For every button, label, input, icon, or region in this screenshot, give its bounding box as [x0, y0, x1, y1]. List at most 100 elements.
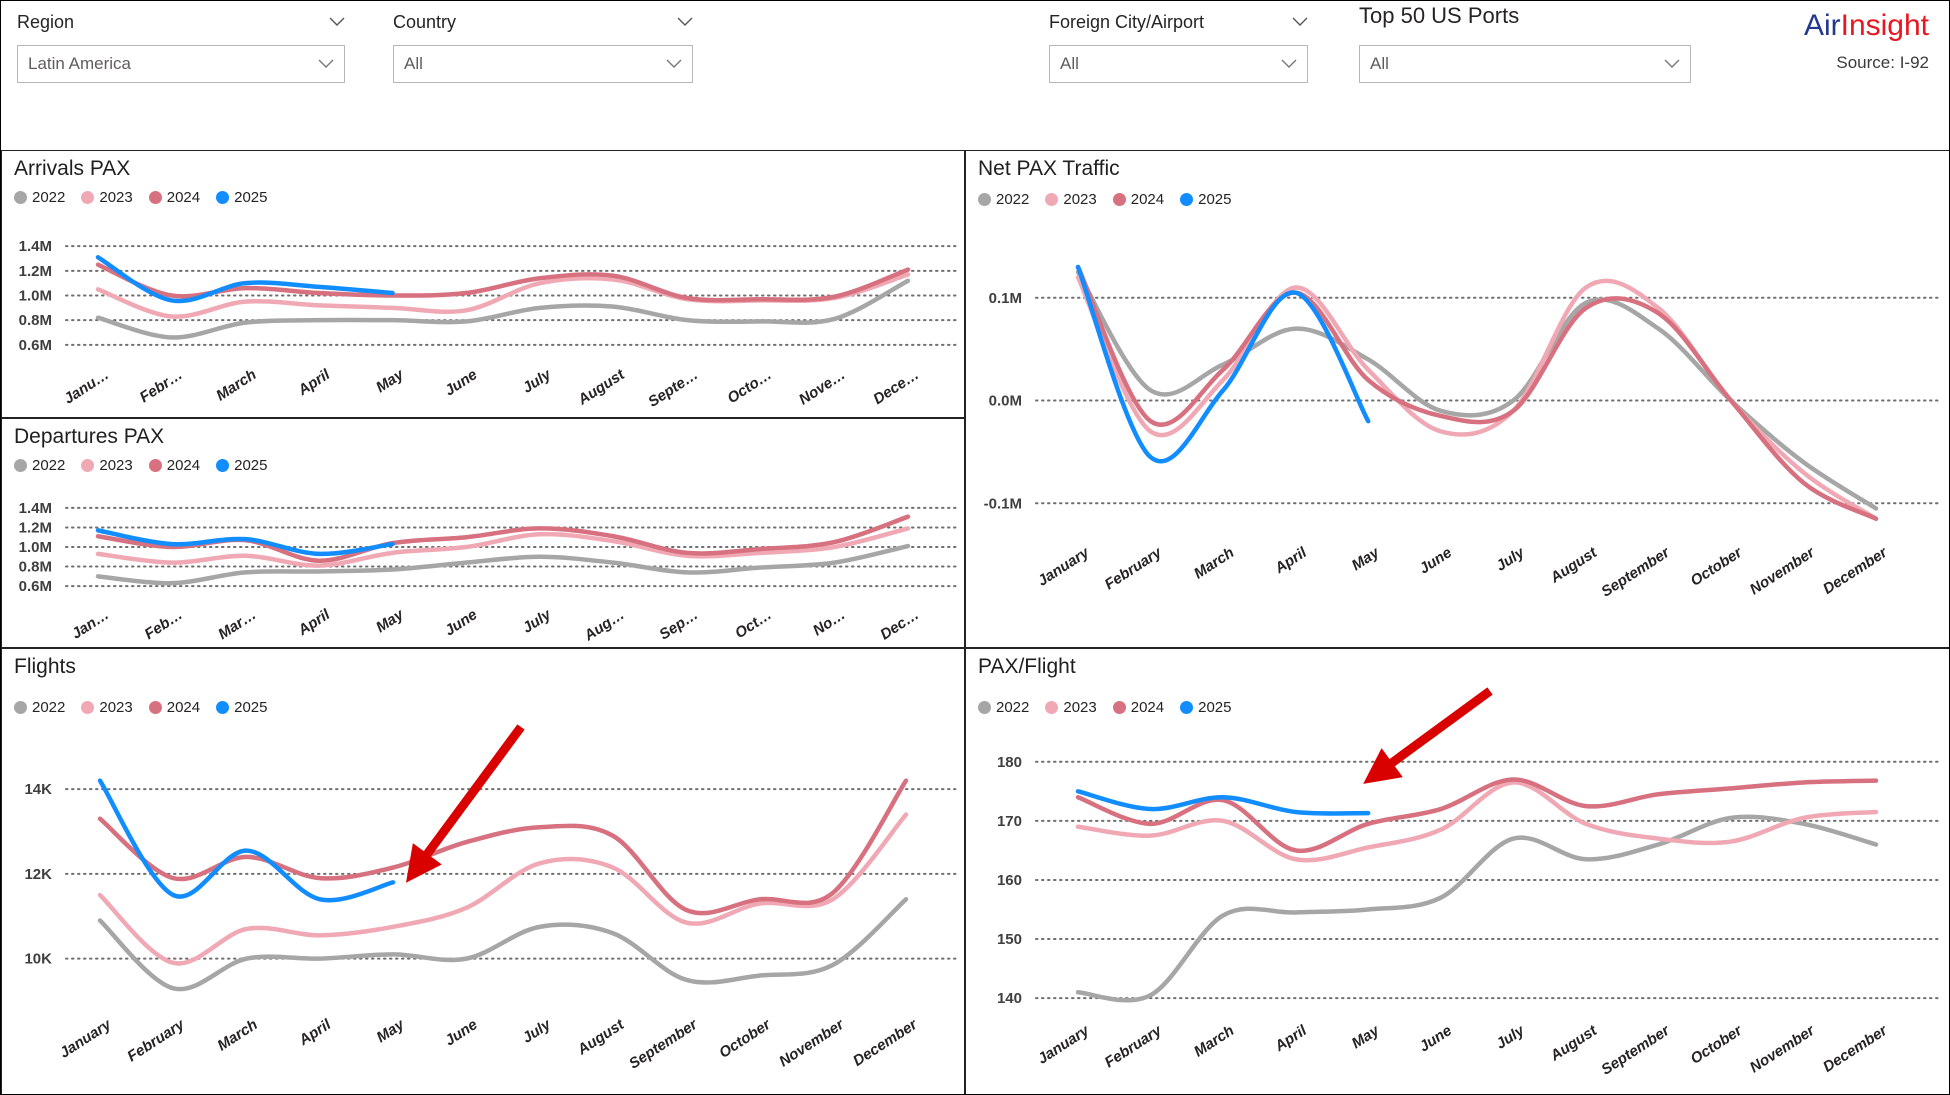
legend-label: 2022 — [32, 699, 66, 716]
legend-dot-2022 — [978, 701, 991, 714]
x-axis-tick-label: May — [374, 1016, 408, 1047]
panel-flights: Flights 2022 2023 2024 2025 14K 12K 10K Januar… — [1, 648, 965, 1095]
x-axis-tick-label: December — [1820, 1021, 1891, 1075]
legend-label: 2022 — [996, 699, 1030, 716]
series-line-2024[interactable] — [1075, 264, 1879, 521]
y-axis-tick-label: 14K — [24, 781, 52, 798]
legend-item-2023[interactable]: 2023 — [1045, 699, 1097, 716]
x-axis-tick-label: September — [626, 1015, 701, 1072]
legend: 2022 2023 2024 2025 — [978, 191, 1232, 208]
chart-arrivals-pax[interactable]: 1.4M 1.2M 1.0M 0.8M 0.6M Janu… Febr… March April… — [2, 224, 964, 417]
x-axis-tick-label: July — [519, 1016, 554, 1047]
legend-label: 2024 — [166, 457, 201, 474]
legend-item-2022[interactable]: 2022 — [14, 189, 65, 206]
x-axis-tick-label: Jan… — [69, 606, 113, 643]
x-axis-tick-label: Nove… — [796, 366, 849, 408]
legend-item-2024[interactable]: 2024 — [1112, 191, 1164, 208]
legend-label: 2023 — [99, 189, 133, 206]
legend-item-2024[interactable]: 2024 — [148, 699, 200, 716]
legend-item-2024[interactable]: 2024 — [1112, 699, 1164, 716]
series-line-2023[interactable] — [97, 812, 909, 966]
slicer-region-dropdown[interactable]: Latin America — [17, 45, 345, 83]
series-line-2025[interactable] — [95, 528, 395, 557]
legend-label: 2022 — [32, 189, 66, 206]
legend-item-2023[interactable]: 2023 — [1045, 191, 1097, 208]
x-axis-tick-label: November — [1747, 543, 1819, 598]
logo-part-1: Air — [1803, 9, 1841, 42]
x-axis-tick-label: February — [1102, 1022, 1166, 1072]
chart-flights[interactable]: 14K 12K 10K January February March April May Jun… — [2, 733, 964, 1095]
x-axis-tick-label: August — [1547, 544, 1601, 587]
y-axis-tick-label: 0.1M — [989, 290, 1022, 307]
legend: 2022 2023 2024 2025 — [14, 189, 268, 206]
series-line-2025[interactable] — [1075, 264, 1371, 464]
chevron-down-icon[interactable] — [329, 17, 345, 27]
x-axis-tick-label: November — [776, 1015, 848, 1070]
slicer-foreign-city-value: All — [1060, 54, 1079, 73]
legend-label: 2025 — [234, 457, 268, 474]
legend-item-2022[interactable]: 2022 — [978, 699, 1029, 716]
chart-net-pax-traffic[interactable]: 0.1M 0.0M -0.1M January February March April Ma… — [966, 231, 1950, 647]
series-line-2025[interactable] — [97, 778, 396, 903]
series-line-2022[interactable] — [97, 897, 909, 992]
y-axis-tick-label: 1.0M — [19, 288, 52, 305]
legend-item-2023[interactable]: 2023 — [81, 457, 133, 474]
slicer-country-header[interactable]: Country — [393, 7, 693, 37]
chevron-down-icon[interactable] — [1292, 17, 1308, 27]
y-axis-tick-label: 12K — [24, 866, 52, 883]
legend-item-2023[interactable]: 2023 — [81, 189, 133, 206]
x-axis-tick-label: January — [57, 1016, 115, 1062]
x-axis-tick-label: March — [213, 366, 259, 404]
slicer-foreign-city-header[interactable]: Foreign City/Airport — [1049, 7, 1308, 37]
x-axis-tick-label: September — [1598, 1021, 1673, 1078]
slicer-region-header[interactable]: Region — [17, 7, 345, 37]
x-axis-tick-label: August — [574, 366, 628, 409]
y-axis-tick-label: 160 — [997, 872, 1022, 889]
series-line-2024[interactable] — [97, 778, 909, 916]
legend-dot-2025 — [1180, 193, 1194, 206]
x-axis-tick-label: May — [373, 606, 407, 637]
series-line-2024[interactable] — [95, 262, 911, 303]
series-line-2022[interactable] — [1075, 269, 1879, 511]
series-line-2023[interactable] — [1075, 780, 1879, 863]
x-axis-tick-label: Janu… — [61, 366, 112, 407]
legend-item-2025[interactable]: 2025 — [216, 699, 268, 716]
legend-item-2022[interactable]: 2022 — [978, 191, 1029, 208]
legend-item-2023[interactable]: 2023 — [81, 699, 133, 716]
slicer-foreign-city-dropdown[interactable]: All — [1049, 45, 1308, 83]
x-axis-tick-label: Dec… — [877, 606, 922, 643]
panel-title: Net PAX Traffic — [978, 157, 1120, 180]
legend-dot-2025 — [216, 191, 230, 204]
legend-item-2022[interactable]: 2022 — [14, 699, 65, 716]
legend-item-2025[interactable]: 2025 — [216, 457, 268, 474]
chart-pax-per-flight[interactable]: 180 170 160 150 140 January February March April… — [966, 733, 1950, 1095]
slicer-country-dropdown[interactable]: All — [393, 45, 693, 83]
legend-item-2025[interactable]: 2025 — [1180, 191, 1232, 208]
x-axis-tick-label: May — [1349, 544, 1383, 575]
legend-item-2024[interactable]: 2024 — [148, 457, 201, 474]
legend-item-2024[interactable]: 2024 — [148, 189, 200, 206]
chevron-down-icon[interactable] — [677, 17, 693, 27]
series-line-2022[interactable] — [1075, 814, 1879, 1003]
series-line-2023[interactable] — [95, 526, 911, 568]
x-axis-tick-label: October — [1688, 1021, 1746, 1067]
x-axis-tick-label: May — [1349, 1022, 1383, 1053]
x-axis-tick-label: Feb… — [142, 606, 186, 643]
series-line-2022[interactable] — [95, 543, 911, 586]
series-line-2025[interactable] — [95, 255, 395, 304]
x-axis-tick-label: August — [574, 1016, 628, 1059]
chart-departures-pax[interactable]: 1.4M 1.2M 1.0M 0.8M 0.6M Jan… Feb… Mar… April May… — [2, 491, 964, 647]
legend-item-2022[interactable]: 2022 — [14, 457, 65, 474]
slicer-top-50-label: Top 50 US Ports — [1359, 3, 1520, 28]
x-axis-tick-label: Dece… — [870, 366, 922, 408]
series-line-2025[interactable] — [1075, 789, 1371, 816]
logo-part-2: Insight — [1840, 9, 1929, 42]
legend-item-2025[interactable]: 2025 — [1180, 699, 1232, 716]
slicer-foreign-city-label: Foreign City/Airport — [1049, 11, 1205, 32]
x-axis-tick-label: Sep… — [656, 606, 701, 643]
x-axis-tick-label: No… — [810, 606, 849, 639]
slicer-top-50-dropdown[interactable]: All — [1359, 45, 1691, 83]
x-axis-tick-label: June — [442, 606, 481, 639]
series-line-2022[interactable] — [95, 278, 911, 340]
legend-item-2025[interactable]: 2025 — [216, 189, 268, 206]
